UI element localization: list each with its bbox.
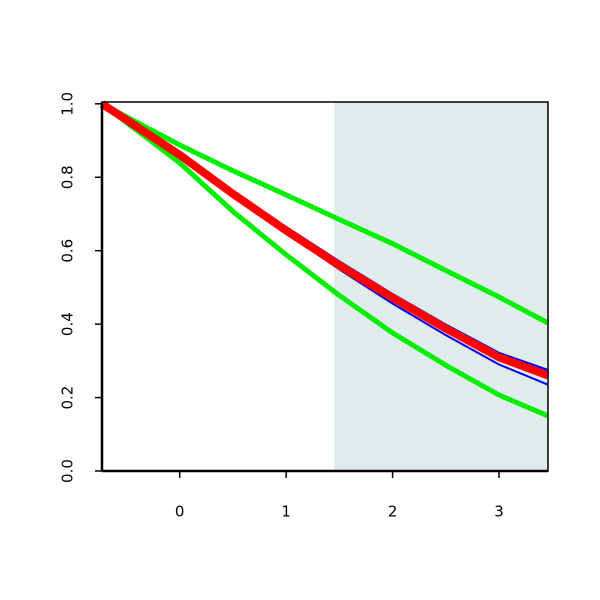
y-tick-label: 0.2 xyxy=(59,386,77,410)
x-tick-label: 0 xyxy=(175,503,185,521)
y-tick-label: 0.4 xyxy=(59,312,77,336)
y-tick-label: 1.0 xyxy=(59,92,77,116)
curve xyxy=(99,100,550,380)
curve xyxy=(100,101,549,419)
y-tick-label: 0.0 xyxy=(59,459,77,483)
curve xyxy=(100,101,550,326)
x-tick-label: 1 xyxy=(281,503,291,521)
x-tick-label: 3 xyxy=(494,503,504,521)
y-tick-label: 0.8 xyxy=(59,165,77,189)
y-tick-label: 0.6 xyxy=(59,239,77,263)
x-tick-label: 2 xyxy=(388,503,398,521)
